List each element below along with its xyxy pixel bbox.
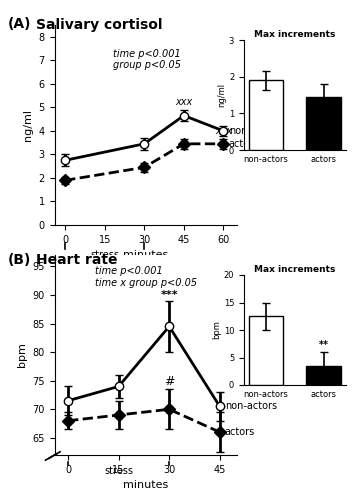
Y-axis label: bpm: bpm <box>17 342 27 367</box>
Title: Max increments: Max increments <box>254 265 336 274</box>
Text: (B): (B) <box>7 252 31 266</box>
Text: stress: stress <box>90 250 119 260</box>
X-axis label: minutes: minutes <box>123 250 168 260</box>
Text: time p<0.001
time x group p<0.05: time p<0.001 time x group p<0.05 <box>95 266 197 288</box>
Text: xxx: xxx <box>175 97 193 107</box>
Text: time p<0.001
group p<0.05: time p<0.001 group p<0.05 <box>112 48 181 70</box>
Bar <box>249 316 283 385</box>
Text: actors: actors <box>225 427 255 437</box>
Text: #: # <box>164 374 174 388</box>
Text: Heart rate: Heart rate <box>36 252 118 266</box>
Text: xxx: xxx <box>215 126 232 136</box>
X-axis label: minutes: minutes <box>123 480 168 490</box>
Y-axis label: ng/ml: ng/ml <box>23 109 33 141</box>
Text: actors: actors <box>229 139 259 149</box>
Text: non-actors: non-actors <box>225 402 277 411</box>
Text: **: ** <box>319 340 329 349</box>
Bar <box>249 80 283 150</box>
Text: Salivary cortisol: Salivary cortisol <box>36 18 163 32</box>
Y-axis label: ng/ml: ng/ml <box>217 83 226 107</box>
Bar <box>306 97 341 150</box>
Text: (A): (A) <box>7 18 31 32</box>
Y-axis label: bpm: bpm <box>212 320 221 340</box>
Text: ***: *** <box>161 290 178 300</box>
Text: non-actors: non-actors <box>229 126 281 136</box>
Bar <box>306 366 341 385</box>
Title: Max increments: Max increments <box>254 30 336 39</box>
Text: stress: stress <box>104 466 133 476</box>
